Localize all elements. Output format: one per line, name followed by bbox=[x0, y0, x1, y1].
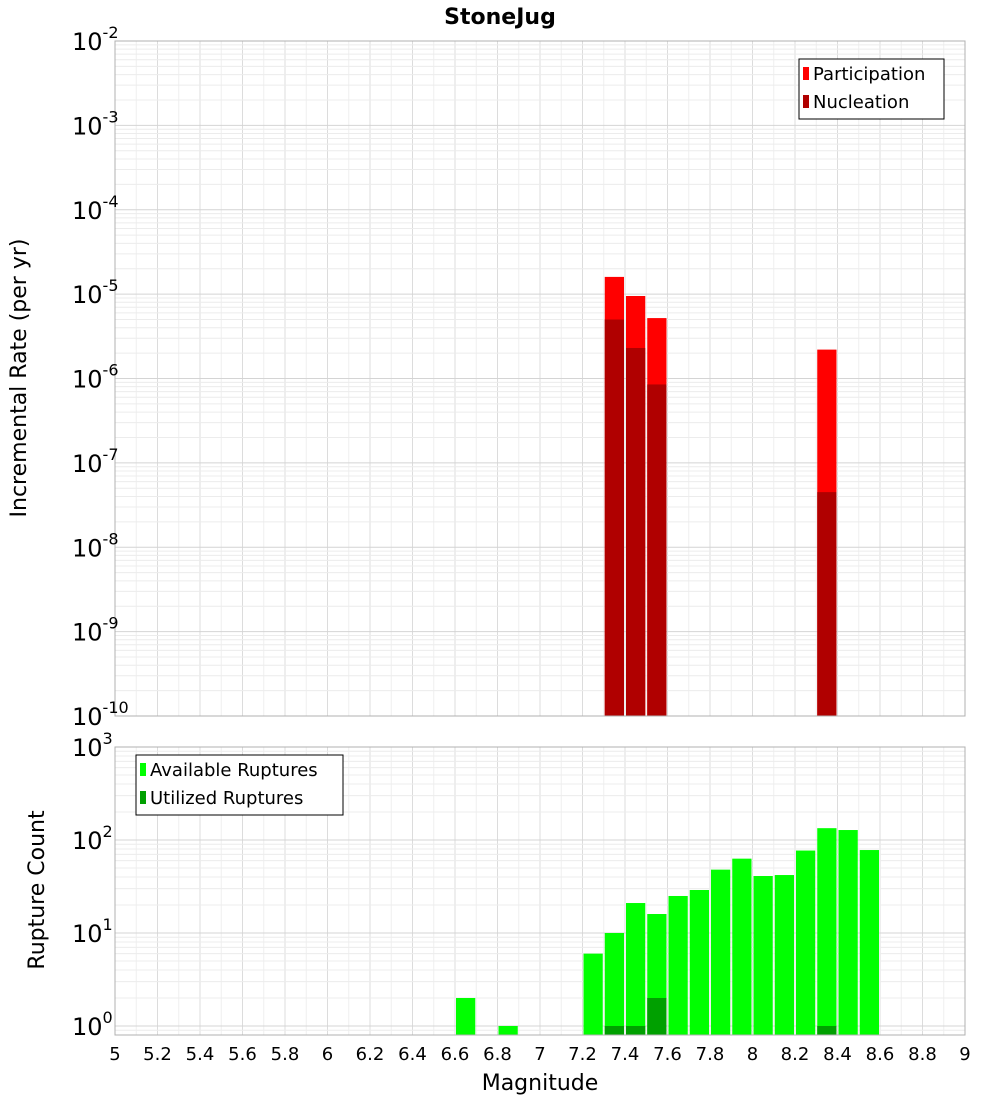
x-tick-label: 8.8 bbox=[908, 1044, 937, 1065]
y-tick-label: 103 bbox=[72, 729, 113, 762]
rate-bar-nucleation bbox=[604, 319, 624, 716]
legend-swatch bbox=[803, 67, 809, 80]
x-tick-label: 6.4 bbox=[398, 1044, 427, 1065]
top-y-axis-label: Incremental Rate (per yr) bbox=[7, 239, 32, 518]
x-tick-label: 6 bbox=[322, 1044, 333, 1065]
x-tick-label: 8.6 bbox=[866, 1044, 895, 1065]
top-plot-area bbox=[114, 40, 966, 717]
legend-label: Available Ruptures bbox=[150, 760, 318, 781]
bars-layer bbox=[456, 276, 879, 1035]
legend-swatch bbox=[140, 791, 146, 804]
count-bar-available-ruptures bbox=[753, 876, 773, 1035]
rate-legend: Participation Nucleation bbox=[798, 58, 945, 120]
y-tick-label: 100 bbox=[72, 1008, 113, 1041]
rate-bar-nucleation bbox=[647, 384, 667, 716]
count-bar-utilized-ruptures bbox=[647, 997, 667, 1035]
x-tick-label: 7 bbox=[534, 1044, 545, 1065]
y-tick-label: 101 bbox=[72, 915, 113, 948]
count-bar-available-ruptures bbox=[732, 858, 752, 1035]
bottom-plot-area bbox=[114, 746, 966, 1036]
x-tick-label: 7.8 bbox=[696, 1044, 725, 1065]
chart-title: StoneJug bbox=[444, 5, 556, 30]
legends-layer: Participation Nucleation Available Rupture… bbox=[135, 58, 945, 816]
x-axis-label: Magnitude bbox=[482, 1071, 599, 1096]
x-tick-label: 5.4 bbox=[186, 1044, 215, 1065]
rate-bar-nucleation bbox=[817, 492, 837, 716]
count-bar-available-ruptures bbox=[689, 889, 709, 1035]
x-tick-label: 5 bbox=[109, 1044, 120, 1065]
x-tick-label: 7.4 bbox=[611, 1044, 640, 1065]
legend-swatch bbox=[803, 95, 809, 108]
x-tick-label: 6.6 bbox=[441, 1044, 470, 1065]
count-legend: Available Ruptures Utilized Ruptures bbox=[135, 754, 344, 816]
rate-bar-nucleation bbox=[626, 347, 646, 716]
count-bar-available-ruptures bbox=[796, 850, 816, 1035]
x-tick-label: 9 bbox=[959, 1044, 970, 1065]
count-bar-utilized-ruptures bbox=[604, 1025, 624, 1035]
y-tick-label: 10-10 bbox=[72, 698, 129, 731]
count-bar-available-ruptures bbox=[859, 850, 879, 1035]
y-tick-label: 10-7 bbox=[72, 445, 119, 478]
y-tick-label: 10-8 bbox=[72, 529, 119, 562]
x-tick-label: 7.2 bbox=[568, 1044, 597, 1065]
count-bar-available-ruptures bbox=[456, 997, 476, 1035]
y-tick-label: 10-6 bbox=[72, 361, 119, 394]
frame-layer bbox=[114, 40, 966, 1036]
y-tick-label: 102 bbox=[72, 822, 113, 855]
y-tick-label: 10-5 bbox=[72, 276, 119, 309]
ticks-layer: 10-10 10-9 10-8 10-7 10-6 10-5 10-4 10-3 10-2 100… bbox=[72, 23, 971, 1065]
count-bar-available-ruptures bbox=[583, 953, 603, 1035]
count-bar-utilized-ruptures bbox=[626, 1025, 646, 1035]
count-bar-available-ruptures bbox=[838, 830, 858, 1035]
count-bar-available-ruptures bbox=[668, 895, 688, 1035]
x-tick-label: 5.8 bbox=[271, 1044, 300, 1065]
legend-label: Utilized Ruptures bbox=[150, 788, 303, 809]
y-tick-label: 10-3 bbox=[72, 107, 119, 140]
x-tick-label: 8.2 bbox=[781, 1044, 810, 1065]
legend-label: Participation bbox=[813, 64, 925, 85]
count-bar-utilized-ruptures bbox=[817, 1025, 837, 1035]
count-bar-available-ruptures bbox=[817, 828, 837, 1035]
x-tick-label: 8 bbox=[747, 1044, 758, 1065]
y-tick-label: 10-9 bbox=[72, 614, 119, 647]
count-bar-available-ruptures bbox=[604, 932, 624, 1035]
grid-layer bbox=[114, 40, 966, 1036]
x-tick-label: 6.2 bbox=[356, 1044, 385, 1065]
legend-swatch bbox=[140, 763, 146, 776]
x-tick-label: 5.6 bbox=[228, 1044, 257, 1065]
legend-box bbox=[135, 754, 344, 816]
x-tick-label: 6.8 bbox=[483, 1044, 512, 1065]
legend-box bbox=[798, 58, 945, 120]
count-bar-available-ruptures bbox=[774, 875, 794, 1035]
y-tick-label: 10-4 bbox=[72, 192, 119, 225]
bottom-y-axis-label: Rupture Count bbox=[25, 810, 50, 970]
count-bar-available-ruptures bbox=[626, 903, 646, 1035]
count-bar-available-ruptures bbox=[711, 869, 731, 1035]
count-bar-available-ruptures bbox=[498, 1025, 518, 1035]
x-tick-label: 8.4 bbox=[823, 1044, 852, 1065]
legend-label: Nucleation bbox=[813, 92, 909, 113]
x-tick-label: 7.6 bbox=[653, 1044, 682, 1065]
x-tick-label: 5.2 bbox=[143, 1044, 172, 1065]
y-tick-label: 10-2 bbox=[72, 23, 119, 56]
